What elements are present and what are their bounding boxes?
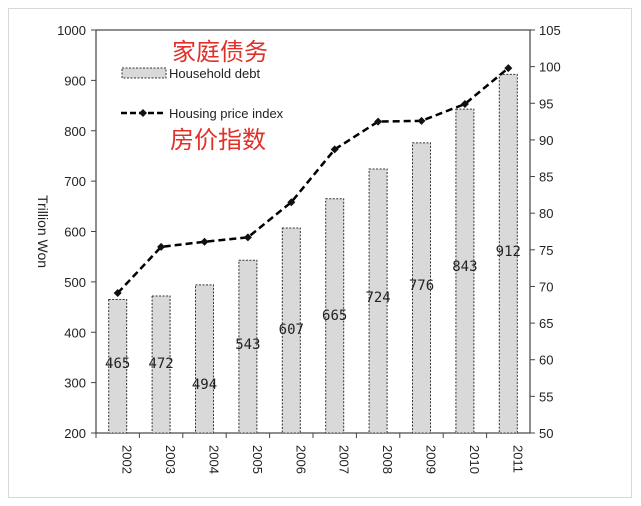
x-tick-label: 2002 [120, 445, 135, 474]
line-point [200, 237, 209, 246]
line-point [157, 242, 166, 251]
bar-data-label: 912 [496, 244, 521, 260]
line-point [243, 233, 252, 242]
y-axis-title: Trillion Won [35, 195, 51, 268]
bar-data-label: 465 [105, 356, 130, 372]
bar-data-label: 494 [192, 377, 217, 393]
y2-tick-label: 95 [539, 96, 553, 111]
y2-tick-label: 75 [539, 243, 553, 258]
y-tick-label: 600 [64, 225, 86, 240]
chart-frame [8, 8, 632, 498]
line-point [504, 64, 513, 73]
y2-tick-label: 105 [539, 23, 561, 38]
legend-label-housing-price-index: Housing price index [169, 106, 284, 121]
line-point [330, 145, 339, 154]
bar-household-debt [238, 259, 258, 434]
y-tick-label: 400 [64, 325, 86, 340]
y2-tick-label: 60 [539, 353, 553, 368]
y2-tick-label: 70 [539, 279, 553, 294]
bar-data-label: 607 [279, 322, 304, 338]
y2-tick-label: 55 [539, 389, 553, 404]
bar-data-label: 776 [409, 278, 434, 294]
bar-household-debt [412, 142, 431, 434]
bar-household-debt [498, 73, 518, 434]
y-tick-label: 200 [64, 426, 86, 441]
y2-tick-label: 50 [539, 426, 553, 441]
bar-household-debt [368, 168, 388, 434]
bar-data-label: 472 [148, 356, 173, 372]
bar-data-label: 543 [235, 337, 260, 353]
x-tick-label: 2004 [207, 445, 222, 474]
line-point [374, 117, 383, 126]
bar-household-debt [325, 198, 345, 434]
legend-label-household-debt: Household debt [169, 66, 260, 81]
legend-swatch-household-debt [121, 67, 167, 79]
y-tick-label: 1000 [57, 23, 86, 38]
x-tick-label: 2005 [250, 445, 265, 474]
bar-household-debt [151, 295, 171, 434]
bar-household-debt [195, 284, 214, 434]
x-tick-label: 2009 [424, 445, 439, 474]
x-tick-label: 2007 [337, 445, 352, 474]
x-tick-label: 2011 [510, 445, 525, 473]
x-tick-label: 2006 [293, 445, 308, 474]
annotation-household-debt-cn: 家庭债务 [172, 39, 268, 66]
x-tick-label: 2008 [380, 445, 395, 474]
line-point [460, 100, 469, 109]
bar-household-debt [281, 227, 301, 434]
bar-data-label: 724 [365, 290, 390, 306]
y2-tick-label: 90 [539, 133, 553, 148]
x-tick-label: 2010 [467, 445, 482, 474]
y-tick-label: 500 [64, 275, 86, 290]
legend-marker [139, 109, 147, 117]
y-tick-label: 700 [64, 174, 86, 189]
bar-household-debt [108, 299, 128, 434]
bar-data-label: 665 [322, 308, 347, 324]
x-tick-label: 2003 [163, 445, 178, 474]
line-point [113, 289, 122, 298]
y2-tick-label: 85 [539, 170, 553, 185]
y-tick-label: 800 [64, 124, 86, 139]
line-point [287, 198, 296, 207]
line-point [417, 116, 426, 125]
annotation-housing-price-cn: 房价指数 [170, 127, 266, 154]
y2-tick-label: 80 [539, 206, 553, 221]
y2-tick-label: 100 [539, 60, 561, 75]
y-tick-label: 900 [64, 73, 86, 88]
y2-tick-label: 65 [539, 316, 553, 331]
bar-household-debt [455, 108, 475, 434]
y-tick-label: 300 [64, 376, 86, 391]
bar-data-label: 843 [452, 259, 477, 275]
